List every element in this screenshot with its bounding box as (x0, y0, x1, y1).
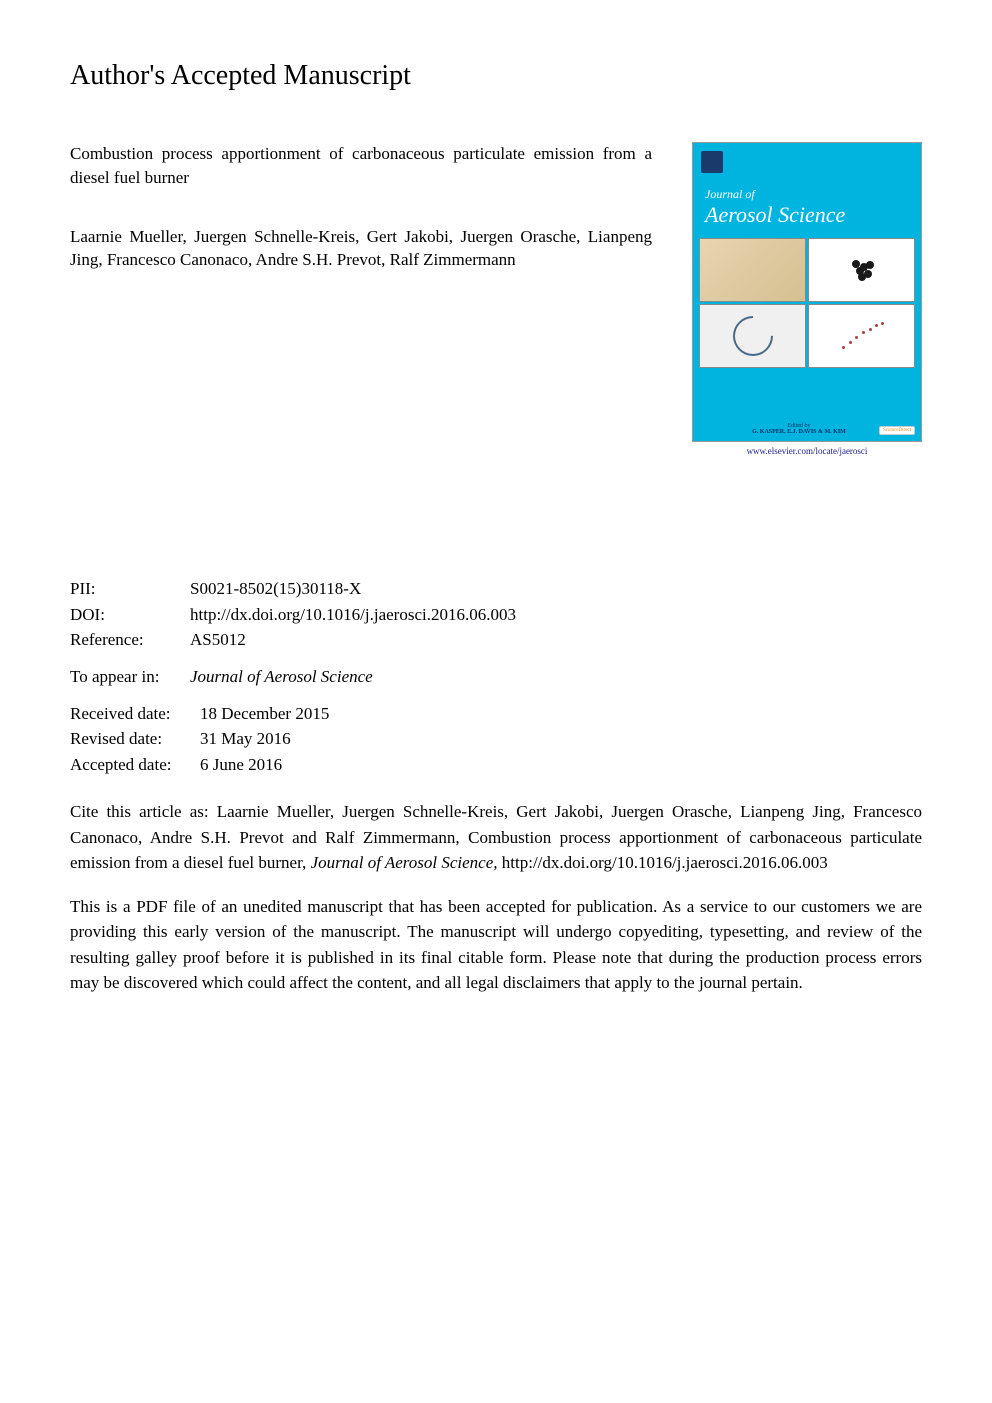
citation-text: Cite this article as: Laarnie Mueller, J… (70, 799, 922, 876)
elsevier-logo-icon (701, 151, 723, 173)
journal-name: Aerosol Science (705, 202, 909, 228)
particle-cluster-icon (842, 255, 882, 285)
cover-thumbnail-4 (808, 304, 915, 368)
cover-image-grid (693, 238, 921, 368)
journal-cover-container: Journal of Aerosol Science (692, 142, 922, 456)
journal-url: www.elsevier.com/locate/jaerosci (692, 446, 922, 456)
doi-label: DOI: (70, 602, 190, 628)
pii-value: S0021-8502(15)30118-X (190, 576, 922, 602)
cover-thumbnail-3 (699, 304, 806, 368)
reference-value: AS5012 (190, 627, 922, 653)
doi-value: http://dx.doi.org/10.1016/j.jaerosci.201… (190, 602, 922, 628)
metadata-table: PII: S0021-8502(15)30118-X DOI: http://d… (70, 576, 922, 653)
authors-list: Laarnie Mueller, Juergen Schnelle-Kreis,… (70, 225, 652, 273)
accepted-row: Accepted date: 6 June 2016 (70, 752, 922, 778)
cover-footer: Edited by G. KASPER, E.J. DAVIS & M. KIM… (693, 417, 921, 441)
cover-thumbnail-2 (808, 238, 915, 302)
citation-suffix: http://dx.doi.org/10.1016/j.jaerosci.201… (498, 853, 828, 872)
appear-in-row: To appear in: Journal of Aerosol Science (70, 667, 922, 687)
revised-value: 31 May 2016 (200, 726, 291, 752)
citation-journal: Journal of Aerosol Science, (311, 853, 498, 872)
editor-block: Edited by G. KASPER, E.J. DAVIS & M. KIM (719, 423, 879, 435)
article-info-column: Combustion process apportionment of carb… (70, 142, 662, 456)
accepted-value: 6 June 2016 (200, 752, 282, 778)
received-value: 18 December 2015 (200, 701, 329, 727)
pii-label: PII: (70, 576, 190, 602)
swirl-icon (724, 308, 781, 365)
revised-row: Revised date: 31 May 2016 (70, 726, 922, 752)
editor-names: G. KASPER, E.J. DAVIS & M. KIM (719, 429, 879, 435)
received-row: Received date: 18 December 2015 (70, 701, 922, 727)
journal-cover: Journal of Aerosol Science (692, 142, 922, 442)
cover-header (693, 143, 921, 181)
article-title: Combustion process apportionment of carb… (70, 142, 652, 190)
doi-row: DOI: http://dx.doi.org/10.1016/j.jaerosc… (70, 602, 922, 628)
page-heading: Author's Accepted Manuscript (70, 60, 922, 92)
pii-row: PII: S0021-8502(15)30118-X (70, 576, 922, 602)
journal-prefix: Journal of (705, 187, 909, 202)
top-section: Combustion process apportionment of carb… (70, 142, 922, 456)
sciencedirect-badge: ScienceDirect (879, 426, 915, 435)
reference-row: Reference: AS5012 (70, 627, 922, 653)
accepted-label: Accepted date: (70, 752, 200, 778)
disclaimer-text: This is a PDF file of an unedited manusc… (70, 894, 922, 996)
dates-table: Received date: 18 December 2015 Revised … (70, 701, 922, 778)
scatter-plot-icon (837, 316, 887, 356)
cover-thumbnail-1 (699, 238, 806, 302)
journal-name-block: Journal of Aerosol Science (693, 181, 921, 238)
reference-label: Reference: (70, 627, 190, 653)
appear-label: To appear in: (70, 667, 190, 687)
appear-value: Journal of Aerosol Science (190, 667, 373, 687)
revised-label: Revised date: (70, 726, 200, 752)
received-label: Received date: (70, 701, 200, 727)
